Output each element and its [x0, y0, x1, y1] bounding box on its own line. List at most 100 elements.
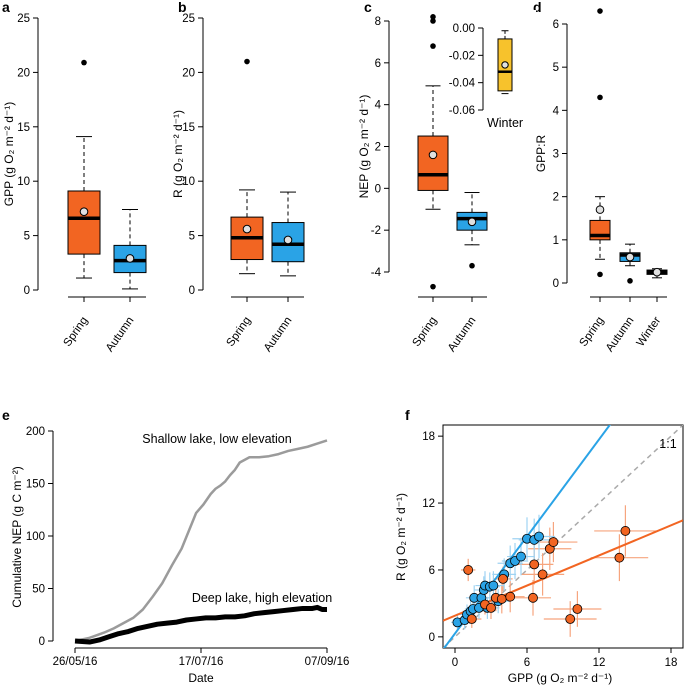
panel-d-y-axis-title: GPP:R — [534, 134, 548, 172]
panel-f-plot-area — [443, 425, 683, 648]
panel-e-x-axis-title: Date — [188, 671, 214, 685]
mean-marker — [125, 254, 135, 263]
panel-d-y-tick-label: 4 — [553, 105, 560, 117]
panel-f-spring-point — [498, 573, 508, 584]
panel-e-y-tick-label: 200 — [26, 426, 45, 438]
panel-f-y-tick-label: 6 — [429, 565, 435, 577]
panel-f-x-tick-label: 12 — [593, 657, 606, 669]
panel-b-box-autumn — [271, 191, 305, 277]
panel-e-x-tick-label: 17/07/16 — [179, 656, 224, 668]
mean-marker — [625, 252, 635, 262]
panel-c-label: c — [364, 0, 372, 15]
panel-f-y-tick-label: 0 — [429, 632, 435, 644]
outlier-point — [430, 14, 436, 20]
outlier-point — [597, 8, 603, 14]
panel-b-y-tick-label: 25 — [182, 13, 195, 25]
panel-f-y-tick-label: 18 — [422, 431, 435, 443]
panel-f-spring-point — [614, 552, 625, 563]
panel-f-autumn-point — [534, 531, 544, 542]
panel-e-line-deep-lake — [74, 604, 327, 645]
panel-d-box-autumn — [619, 243, 641, 284]
panel-d-box-spring — [589, 8, 611, 278]
panel-a-y-tick-label: 25 — [17, 13, 30, 25]
panel-d-box-winter — [646, 267, 668, 279]
panel-c-y-tick-label: 4 — [375, 100, 382, 112]
panel-f-y-axis-title: R (g O₂ m⁻² d⁻¹) — [394, 493, 408, 581]
panel-f-spring-point — [505, 591, 516, 602]
outlier-point — [81, 59, 87, 66]
inset-winter-label: Winter — [487, 116, 523, 130]
outlier-point — [597, 271, 603, 278]
panel-f-spring-point — [565, 614, 576, 624]
panel-f-x-axis-title: GPP (g O₂ m⁻² d⁻¹) — [508, 671, 612, 685]
panel-c-y-tick-label: -4 — [371, 267, 382, 279]
panel-f-spring-point — [466, 614, 477, 624]
panel-f-x-tick-label: 18 — [665, 657, 678, 669]
panel-b-y-tick-label: 0 — [189, 285, 195, 297]
panel-f-y-tick-label: 12 — [422, 498, 435, 510]
mean-marker — [242, 224, 252, 234]
panel-f-spring-point — [572, 604, 583, 614]
panel-d-y-tick-label: 2 — [553, 192, 559, 204]
panel-a-category-label: Autumn — [104, 315, 137, 354]
panel-e-y-tick-label: 50 — [32, 584, 45, 596]
inset-y-tick-label: 0.00 — [453, 23, 475, 35]
panel-c-category-label: Spring — [411, 315, 440, 349]
inset-box-winter — [497, 30, 513, 95]
panel-f-spring-point — [529, 559, 540, 570]
outlier-point — [469, 262, 475, 269]
panel-d-y-tick-label: 6 — [553, 19, 559, 31]
panel-f-spring-point — [496, 594, 507, 604]
panel-f-spring-point — [528, 592, 538, 603]
panel-f-spring-point — [620, 526, 631, 536]
panel-f-autumn-point — [488, 580, 499, 591]
panel-b-y-tick-label: 15 — [182, 122, 195, 134]
outlier-point — [430, 18, 436, 24]
panel-c-y-tick-label: -2 — [371, 225, 381, 237]
panel-a-category-label: Spring — [62, 315, 91, 349]
panel-e-x-tick-label: 26/05/16 — [53, 656, 98, 668]
panel-f-frame — [442, 424, 684, 649]
panel-c-y-axis-title: NEP (g O₂ m⁻² d⁻¹) — [357, 95, 371, 199]
box-body — [67, 190, 101, 255]
panel-a-y-tick-label: 0 — [24, 285, 30, 297]
panel-b-y-tick-label: 20 — [182, 67, 195, 79]
panel-b-category-label: Spring — [225, 315, 254, 349]
panel-d-y-tick-label: 5 — [553, 62, 559, 74]
mean-marker — [652, 267, 662, 277]
panel-e-y-tick-label: 150 — [26, 479, 45, 491]
panel-e-label-shallow-lake: Shallow lake, low elevation — [142, 432, 291, 446]
mean-marker — [79, 207, 89, 216]
outlier-point — [244, 58, 250, 65]
panel-f-x-tick-label: 0 — [452, 657, 458, 669]
panel-b-box-spring — [230, 58, 264, 275]
panel-c-box-spring — [417, 14, 449, 290]
inset-y-tick-label: -0.02 — [449, 50, 475, 62]
panel-e-x-tick-label: 07/09/16 — [305, 656, 350, 668]
panel-e-y-tick-label: 0 — [39, 636, 45, 648]
mean-marker — [501, 61, 509, 69]
panel-c-y-tick-label: 2 — [375, 142, 381, 154]
panel-a-box-autumn — [113, 208, 147, 290]
panel-f-spring-point — [463, 565, 474, 575]
panel-b-category-label: Autumn — [262, 315, 295, 354]
panel-c-y-tick-label: 8 — [375, 16, 381, 28]
panel-a-label: a — [2, 0, 10, 15]
mean-marker — [467, 217, 477, 227]
panel-b-y-axis-title: R (g O₂ m⁻² d⁻¹) — [171, 110, 185, 198]
panel-f-one-to-one-label: 1:1 — [659, 437, 676, 451]
outlier-point — [430, 43, 436, 49]
panel-d-y-tick-label: 1 — [553, 235, 559, 247]
panel-e-y-tick-label: 100 — [26, 531, 45, 543]
panel-c-y-tick-label: 0 — [375, 183, 381, 195]
panel-a-y-tick-label: 10 — [17, 176, 30, 188]
panel-a-box-spring — [67, 59, 101, 279]
panel-a-y-tick-label: 20 — [17, 67, 30, 79]
panel-f-spring-point — [537, 569, 548, 580]
panel-f-one-to-one-line — [443, 425, 683, 648]
panel-f-spring-point — [548, 537, 559, 547]
panel-e-y-axis-title: Cumulative NEP (g C m⁻²) — [10, 466, 24, 607]
panel-f-x-tick-label: 6 — [524, 657, 530, 669]
panel-b-y-tick-label: 5 — [189, 231, 195, 243]
